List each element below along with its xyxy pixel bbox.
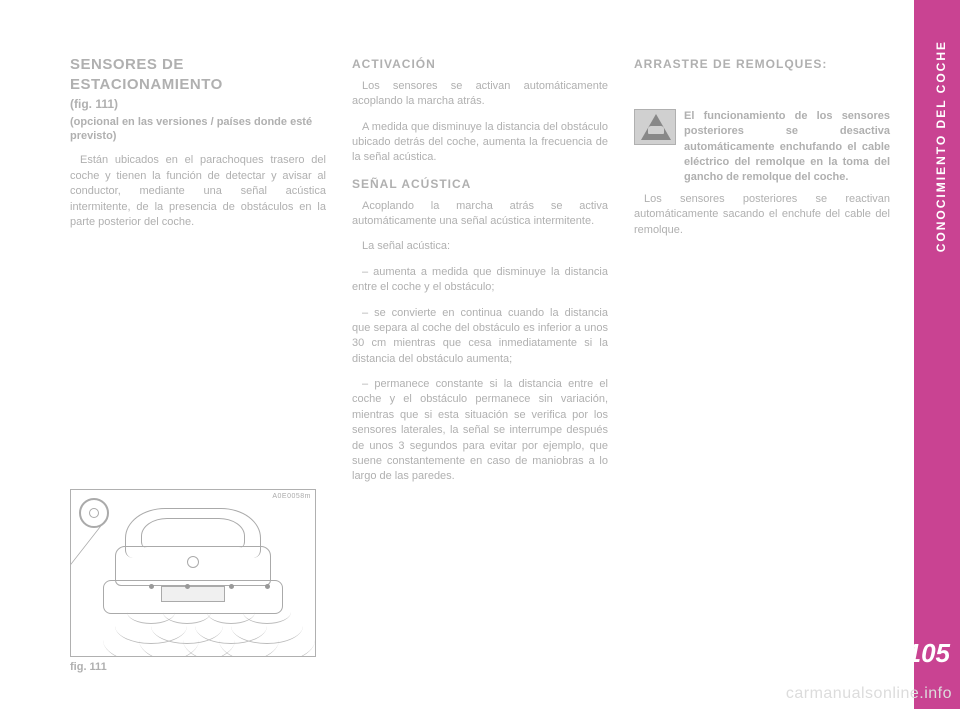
page-number: 105	[907, 638, 950, 669]
paragraph: Los sensores se activan automáticamente …	[352, 79, 608, 110]
parking-sensor-dot	[185, 584, 190, 589]
heading-activation: ACTIVACIÓN	[352, 56, 608, 73]
sidebar: CONOCIMIENTO DEL COCHE 105	[914, 0, 960, 709]
section-title-1: SENSORES DE	[70, 56, 326, 74]
section-title-2: ESTACIONAMIENTO	[70, 76, 326, 94]
page: CONOCIMIENTO DEL COCHE 105 SENSORES DE E…	[0, 0, 960, 709]
column-3: ARRASTRE DE REMOLQUES: El funcionamiento…	[634, 56, 890, 495]
availability-note: (opcional en las versiones / países dond…	[70, 115, 326, 144]
column-1: SENSORES DE ESTACIONAMIENTO (fig. 111) (…	[70, 56, 326, 495]
figure-code: A0E0058m	[272, 493, 311, 500]
paragraph: Acoplando la marcha atrás se activa auto…	[352, 199, 608, 230]
paragraph-lead: La señal acústica:	[352, 239, 608, 254]
warning-icon	[634, 109, 676, 145]
parking-sensor-dot	[229, 584, 234, 589]
figure-111: A0E0058m fig. 111	[70, 489, 316, 673]
warning-block: El funcionamiento de los sensores poster…	[634, 109, 890, 186]
bullet-item: – aumenta a medida que disminuye la dist…	[352, 265, 608, 296]
figure-caption: fig. 111	[70, 661, 316, 673]
bullet-item: – permanece constante si la distancia en…	[352, 377, 608, 485]
heading-acoustic: SEÑAL ACÚSTICA	[352, 176, 608, 193]
column-2: ACTIVACIÓN Los sensores se activan autom…	[352, 56, 608, 495]
warning-text: El funcionamiento de los sensores poster…	[684, 109, 890, 186]
paragraph: A medida que disminuye la distancia del …	[352, 120, 608, 166]
content-area: SENSORES DE ESTACIONAMIENTO (fig. 111) (…	[70, 56, 890, 495]
paragraph: Están ubicados en el parachoques trasero…	[70, 153, 326, 230]
paragraph: Los sensores posteriores se reactivan au…	[634, 192, 890, 238]
bullet-item: – se convierte en continua cuando la dis…	[352, 306, 608, 368]
watermark: carmanualsonline.info	[786, 685, 952, 703]
parking-sensor-dot	[265, 584, 270, 589]
sensor-wave	[219, 616, 315, 657]
sidebar-section-title: CONOCIMIENTO DEL COCHE	[934, 40, 948, 252]
heading-trailer: ARRASTRE DE REMOLQUES:	[634, 56, 890, 73]
figure-box: A0E0058m	[70, 489, 316, 657]
parking-sensor-dot	[149, 584, 154, 589]
figure-reference: (fig. 111)	[70, 96, 326, 113]
